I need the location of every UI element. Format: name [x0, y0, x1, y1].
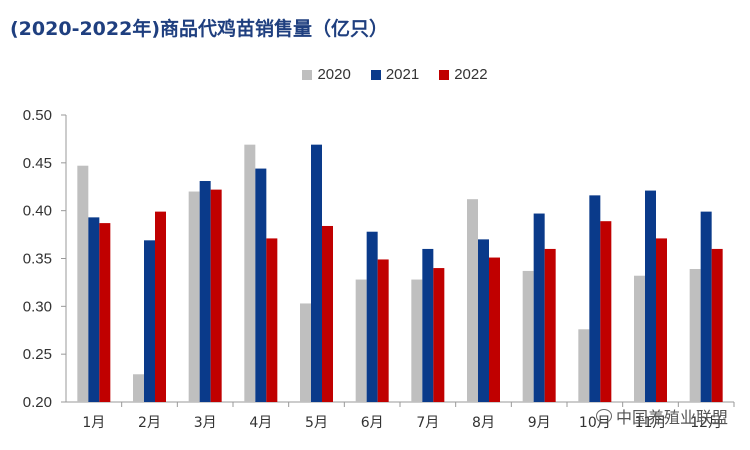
bar-2020-1 [77, 165, 89, 402]
x-tick-label: 1月 [82, 415, 105, 431]
bar-2022-7 [433, 268, 445, 402]
bar-2022-3 [210, 189, 222, 402]
bar-2021-7 [422, 248, 434, 402]
bar-2021-12 [700, 211, 712, 402]
bar-2020-11 [634, 275, 645, 402]
legend-item-2020: 2020 [302, 66, 351, 83]
bar-2022-5 [322, 225, 333, 402]
bar-2022-12 [711, 248, 723, 402]
y-tick-label: 0.30 [23, 298, 52, 315]
bar-2020-9 [522, 270, 534, 402]
wechat-icon [596, 409, 612, 423]
x-tick-label: 4月 [249, 415, 272, 431]
bar-2020-3 [188, 191, 200, 402]
bar-2021-9 [533, 213, 545, 402]
bar-2021-8 [478, 239, 489, 402]
bar-2020-12 [689, 269, 701, 402]
bar-2021-3 [199, 181, 211, 402]
bar-2020-10 [578, 329, 590, 402]
legend-label: 2022 [454, 66, 488, 83]
x-tick-label: 7月 [416, 415, 439, 431]
bar-2021-11 [645, 190, 656, 402]
y-tick-label: 0.35 [23, 251, 52, 268]
bar-2020-2 [133, 374, 144, 402]
bar-2021-2 [144, 240, 155, 402]
x-tick-label: 8月 [472, 415, 495, 431]
bar-2020-8 [467, 199, 478, 402]
bar-2022-9 [544, 248, 556, 402]
legend-swatch [370, 69, 381, 80]
legend: 2020 2021 2022 [0, 66, 750, 83]
x-tick-label: 2月 [138, 415, 161, 431]
bar-2022-8 [489, 257, 500, 402]
bar-2021-10 [589, 195, 601, 402]
y-tick-label: 0.20 [23, 394, 52, 411]
x-tick-label: 9月 [528, 415, 551, 431]
watermark: 中国养殖业联盟 [596, 404, 728, 428]
y-tick-label: 0.25 [23, 346, 52, 363]
bar-2020-6 [355, 279, 367, 402]
bar-2021-1 [88, 217, 100, 402]
y-tick-label: 0.50 [23, 107, 52, 124]
watermark-text: 中国养殖业联盟 [616, 408, 729, 427]
x-tick-label: 3月 [194, 415, 217, 431]
bar-2021-4 [255, 168, 267, 402]
bar-2020-4 [244, 144, 256, 402]
legend-item-2022: 2022 [439, 66, 488, 83]
bar-2022-11 [656, 238, 667, 402]
legend-swatch [302, 69, 313, 80]
bar-2022-4 [266, 238, 278, 402]
x-tick-label: 6月 [361, 415, 384, 431]
legend-label: 2020 [317, 66, 351, 83]
bar-2021-6 [366, 231, 378, 402]
bar-2022-10 [600, 221, 612, 402]
bar-2022-6 [377, 259, 389, 402]
legend-swatch [439, 69, 450, 80]
y-tick-label: 0.40 [23, 203, 52, 220]
legend-label: 2021 [385, 66, 420, 83]
y-tick-label: 0.45 [23, 155, 52, 172]
x-tick-label: 11月 [635, 415, 667, 431]
x-tick-label: 12月 [690, 415, 722, 431]
bar-2020-5 [300, 303, 311, 402]
legend-item-2021: 2021 [370, 66, 420, 83]
bar-2022-1 [99, 223, 111, 402]
bar-2020-7 [411, 279, 423, 402]
chart-title: (2020-2022年)商品代鸡苗销售量（亿只） [10, 18, 389, 40]
bar-2022-2 [155, 211, 166, 402]
bar-2021-5 [311, 144, 322, 402]
x-tick-label: 5月 [305, 415, 328, 431]
